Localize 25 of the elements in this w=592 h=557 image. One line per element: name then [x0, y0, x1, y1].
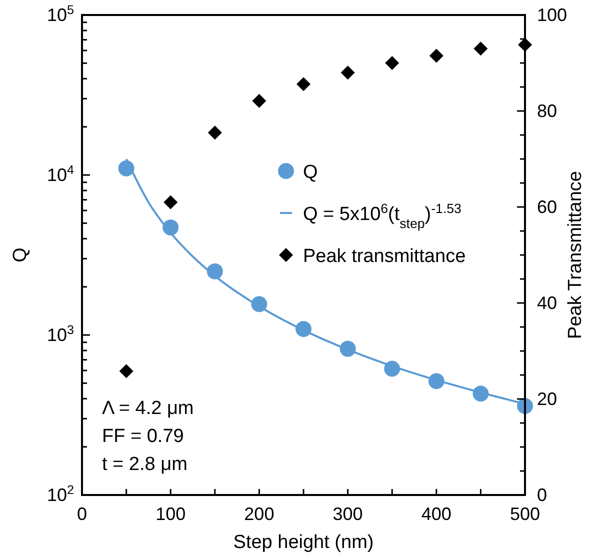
y-tick-label: 10$^{2}$: [46, 483, 74, 505]
y2-tick-label: 100: [537, 5, 568, 25]
annotation: FF = 0.79: [102, 426, 184, 447]
x-tick-label: 200: [244, 504, 274, 524]
x-tick-label: 400: [421, 504, 452, 524]
y-axis-title: Q: [10, 248, 31, 262]
y-tick-label: 10$^{4}$: [46, 163, 74, 185]
annotation: t = 2.8 μm: [102, 454, 188, 475]
y-tick-label: 10$^{5}$: [46, 3, 74, 25]
y2-tick-label: 60: [537, 197, 558, 217]
x-axis-title: Step height (nm): [233, 532, 374, 553]
y-tick-label: 10$^{3}$: [46, 323, 74, 345]
y2-tick-label: 80: [537, 101, 558, 121]
x-tick-label: 500: [510, 504, 540, 524]
y2-axis-title: Peak Transmittance: [565, 171, 586, 339]
y2-tick-label: 40: [537, 293, 558, 313]
legend-label: Q: [303, 162, 318, 183]
y2-tick-label: 20: [537, 389, 558, 409]
x-tick-label: 0: [76, 504, 88, 524]
legend-label: Q = 5x10$^{6}$(t$_{step}$)$^{-1.53}$: [303, 200, 462, 230]
x-tick-label: 300: [332, 504, 363, 524]
x-tick-label: 100: [156, 504, 186, 524]
y2-tick-label: 0: [537, 485, 548, 505]
annotation: Λ = 4.2 μm: [102, 398, 194, 419]
legend-label: Peak transmittance: [303, 246, 466, 267]
